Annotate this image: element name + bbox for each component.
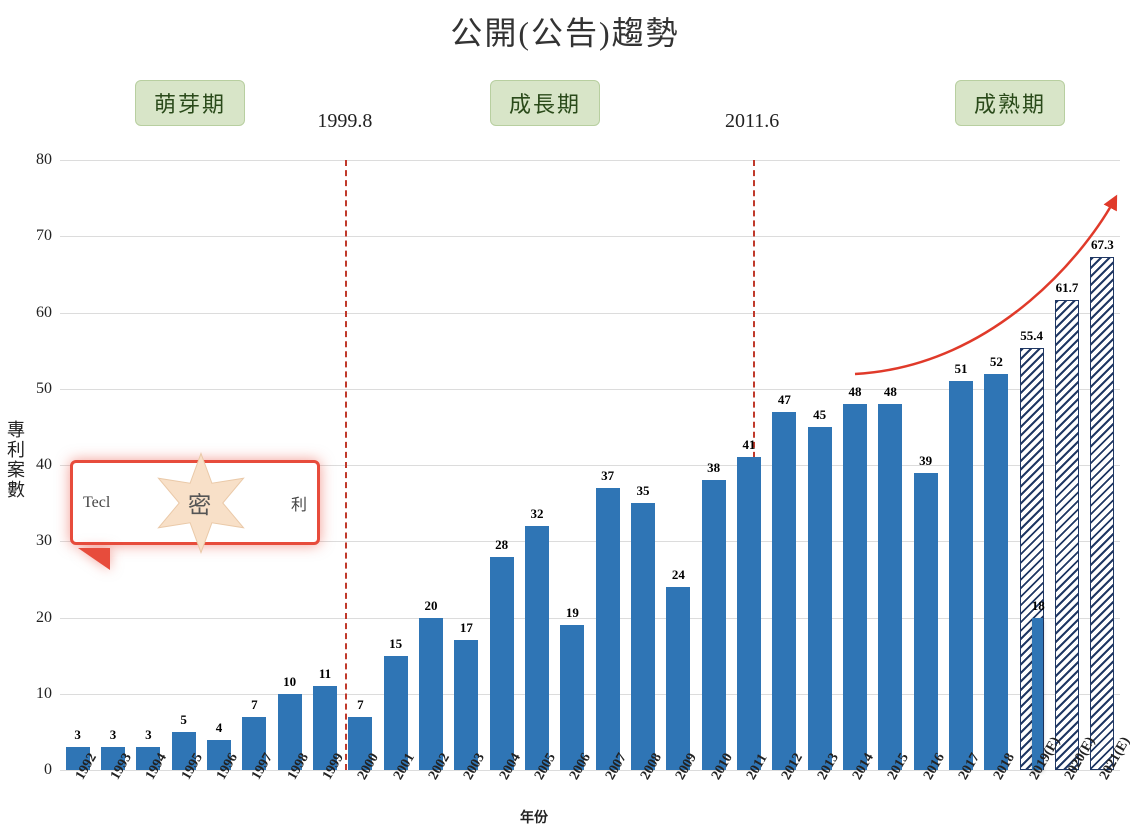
bar-value-label: 67.3 — [1082, 237, 1122, 253]
bar-value-label: 19 — [552, 605, 592, 621]
callout-star-text: 密 — [151, 453, 250, 552]
bar-value-label: 11 — [305, 666, 345, 682]
bar — [490, 557, 514, 771]
bar-value-label: 7 — [234, 697, 274, 713]
bar-value-label: 37 — [588, 468, 628, 484]
phase-badge: 成熟期 — [955, 80, 1065, 126]
bar-value-label: 61.7 — [1047, 280, 1087, 296]
bar — [631, 503, 655, 770]
bar-value-label: 3 — [128, 727, 168, 743]
y-tick-label: 0 — [22, 761, 52, 779]
bar-value-label: 4 — [199, 720, 239, 736]
bar — [596, 488, 620, 770]
bar-value-label: 15 — [376, 636, 416, 652]
bar-value-label: 10 — [270, 674, 310, 690]
bar-value-label: 48 — [835, 384, 875, 400]
bar-value-label: 38 — [694, 460, 734, 476]
y-tick-label: 30 — [22, 532, 52, 550]
bar-value-label: 17 — [446, 620, 486, 636]
bar-value-label: 35 — [623, 483, 663, 499]
x-axis-label: 年份 — [520, 807, 548, 827]
chart-container: 公開(公告)趨勢 萌芽期成長期成熟期 1999.82011.6 專利案數 010… — [0, 0, 1130, 829]
y-tick-label: 20 — [22, 609, 52, 627]
bar-value-label: 32 — [517, 506, 557, 522]
bar-value-label: 48 — [870, 384, 910, 400]
phase-badge: 成長期 — [490, 80, 600, 126]
chart-title: 公開(公告)趨勢 — [0, 8, 1130, 54]
bar-value-label: 52 — [976, 354, 1016, 370]
y-tick-label: 80 — [22, 151, 52, 169]
callout-left-text: Tecl — [83, 494, 110, 512]
bar — [808, 427, 832, 770]
bar-value-label: 39 — [906, 453, 946, 469]
bar-actual-overlay — [1032, 618, 1043, 771]
bar — [702, 480, 726, 770]
bar — [666, 587, 690, 770]
bar — [878, 404, 902, 770]
callout-tail — [78, 548, 110, 570]
bar — [949, 381, 973, 770]
bar-actual-label: 18 — [1018, 598, 1058, 614]
bar — [1055, 300, 1079, 770]
phase-badge: 萌芽期 — [135, 80, 245, 126]
bar — [1090, 257, 1114, 770]
callout-box: Tecl 密 利 — [70, 460, 320, 545]
phase-divider-label: 2011.6 — [725, 110, 779, 133]
y-tick-label: 70 — [22, 227, 52, 245]
bar-value-label: 47 — [764, 392, 804, 408]
phase-divider-label: 1999.8 — [317, 110, 372, 133]
y-tick-label: 40 — [22, 456, 52, 474]
bar-value-label: 28 — [482, 537, 522, 553]
bar-value-label: 24 — [658, 567, 698, 583]
bar-value-label: 3 — [58, 727, 98, 743]
bar — [984, 374, 1008, 771]
bar — [843, 404, 867, 770]
bar-value-label: 20 — [411, 598, 451, 614]
bar — [419, 618, 443, 771]
y-tick-label: 50 — [22, 380, 52, 398]
bar-value-label: 5 — [164, 712, 204, 728]
bar-value-label: 55.4 — [1012, 328, 1052, 344]
bar-value-label: 7 — [340, 697, 380, 713]
callout-star: 密 — [151, 453, 250, 552]
y-tick-label: 60 — [22, 304, 52, 322]
bar-value-label: 3 — [93, 727, 133, 743]
y-tick-label: 10 — [22, 685, 52, 703]
bar — [560, 625, 584, 770]
bar-value-label: 45 — [800, 407, 840, 423]
bar — [914, 473, 938, 770]
bar — [737, 457, 761, 770]
bar-value-label: 51 — [941, 361, 981, 377]
bar — [772, 412, 796, 770]
bar — [525, 526, 549, 770]
bar-value-label: 41 — [729, 437, 769, 453]
callout-right-text: 利 — [291, 491, 307, 515]
